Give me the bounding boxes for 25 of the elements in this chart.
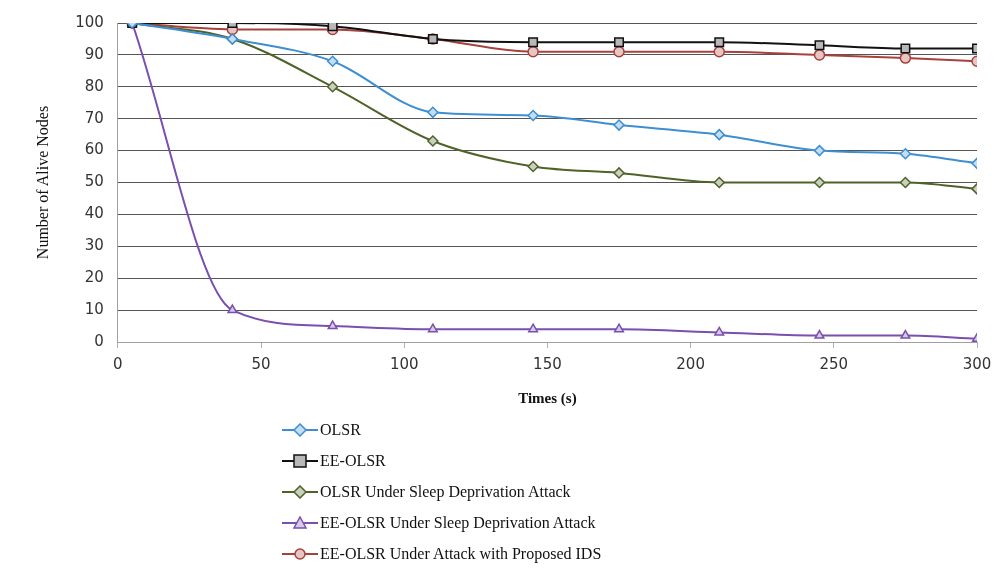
x-tick-label: 100	[389, 354, 419, 373]
y-tick-label: 10	[84, 299, 104, 318]
x-tick-label: 0	[113, 354, 123, 373]
y-tick-label: 30	[84, 236, 104, 255]
legend-label: EE-OLSR	[320, 451, 386, 470]
y-tick-label: 50	[84, 172, 104, 191]
legend-label: OLSR	[320, 420, 361, 439]
y-tick-label: 70	[84, 108, 104, 127]
y-tick-label: 80	[84, 76, 104, 95]
legend-label: EE-OLSR Under Sleep Deprivation Attack	[320, 513, 596, 532]
y-axis-title: Number of Alive Nodes	[33, 105, 51, 260]
legend-label: EE-OLSR Under Attack with Proposed IDS	[320, 544, 602, 563]
x-tick-label: 150	[533, 354, 562, 373]
x-axis-title: Times (s)	[518, 389, 577, 407]
x-tick-label: 300	[962, 354, 992, 373]
y-tick-label: 60	[84, 140, 104, 159]
y-tick-label: 100	[75, 12, 104, 31]
y-tick-label: 20	[84, 268, 104, 287]
y-tick-label: 90	[84, 44, 104, 63]
y-tick-label: 40	[84, 204, 104, 223]
x-tick-label: 200	[676, 354, 705, 373]
y-tick-label: 0	[94, 331, 104, 350]
legend-label: OLSR Under Sleep Deprivation Attack	[320, 482, 571, 501]
x-tick-label: 50	[251, 354, 271, 373]
x-tick-label: 250	[819, 354, 849, 373]
